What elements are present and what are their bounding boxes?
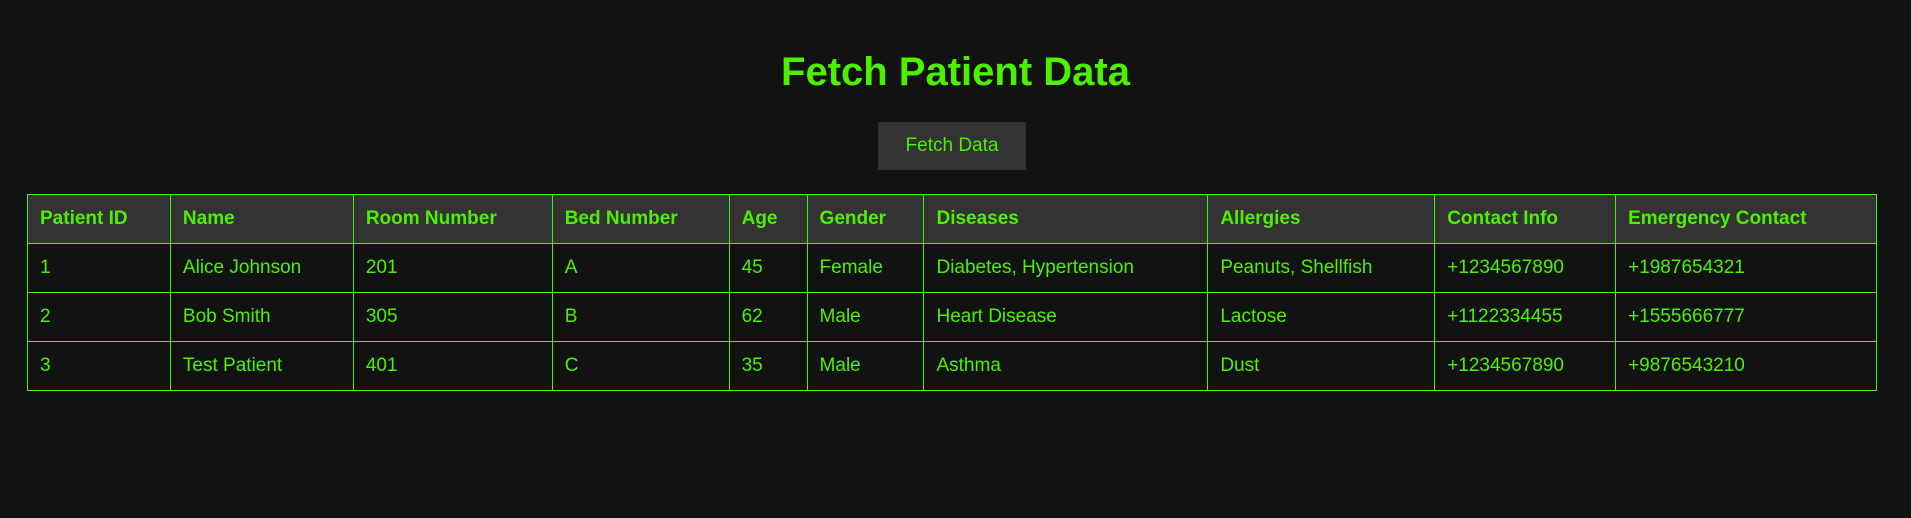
cell-bed-number: C [551, 341, 730, 391]
cell-diseases: Heart Disease [923, 292, 1209, 342]
header-room-number: Room Number [352, 194, 553, 244]
header-diseases: Diseases [923, 194, 1209, 244]
cell-name: Alice Johnson [169, 243, 354, 293]
header-bed-number: Bed Number [551, 194, 730, 244]
header-patient-id: Patient ID [27, 194, 171, 244]
cell-contact-info: +1122334455 [1434, 292, 1617, 342]
cell-contact-info: +1234567890 [1434, 341, 1617, 391]
header-age: Age [728, 194, 808, 244]
cell-bed-number: B [551, 292, 730, 342]
page-title: Fetch Patient Data [781, 50, 1130, 94]
header-contact-info: Contact Info [1434, 194, 1617, 244]
cell-name: Bob Smith [169, 292, 354, 342]
cell-emergency-contact: +1555666777 [1615, 292, 1877, 342]
cell-allergies: Lactose [1207, 292, 1436, 342]
cell-age: 45 [728, 243, 808, 293]
cell-patient-id: 2 [27, 292, 171, 342]
cell-contact-info: +1234567890 [1434, 243, 1617, 293]
patient-table: Patient ID Name Room Number Bed Number A… [27, 194, 1877, 391]
cell-emergency-contact: +1987654321 [1615, 243, 1877, 293]
cell-gender: Male [806, 341, 925, 391]
table-header-row: Patient ID Name Room Number Bed Number A… [27, 194, 1877, 244]
header-emergency-contact: Emergency Contact [1615, 194, 1877, 244]
cell-name: Test Patient [169, 341, 354, 391]
cell-room-number: 305 [352, 292, 553, 342]
cell-gender: Female [806, 243, 925, 293]
header-gender: Gender [806, 194, 925, 244]
cell-emergency-contact: +9876543210 [1615, 341, 1877, 391]
table-row: 3 Test Patient 401 C 35 Male Asthma Dust… [27, 341, 1877, 391]
fetch-data-button[interactable]: Fetch Data [878, 122, 1026, 170]
cell-patient-id: 1 [27, 243, 171, 293]
cell-gender: Male [806, 292, 925, 342]
table-row: 1 Alice Johnson 201 A 45 Female Diabetes… [27, 243, 1877, 293]
table-row: 2 Bob Smith 305 B 62 Male Heart Disease … [27, 292, 1877, 342]
header-name: Name [169, 194, 354, 244]
cell-diseases: Diabetes, Hypertension [923, 243, 1209, 293]
cell-room-number: 401 [352, 341, 553, 391]
cell-diseases: Asthma [923, 341, 1209, 391]
cell-patient-id: 3 [27, 341, 171, 391]
cell-allergies: Peanuts, Shellfish [1207, 243, 1436, 293]
cell-allergies: Dust [1207, 341, 1436, 391]
cell-bed-number: A [551, 243, 730, 293]
header-allergies: Allergies [1207, 194, 1436, 244]
cell-age: 35 [728, 341, 808, 391]
cell-age: 62 [728, 292, 808, 342]
cell-room-number: 201 [352, 243, 553, 293]
